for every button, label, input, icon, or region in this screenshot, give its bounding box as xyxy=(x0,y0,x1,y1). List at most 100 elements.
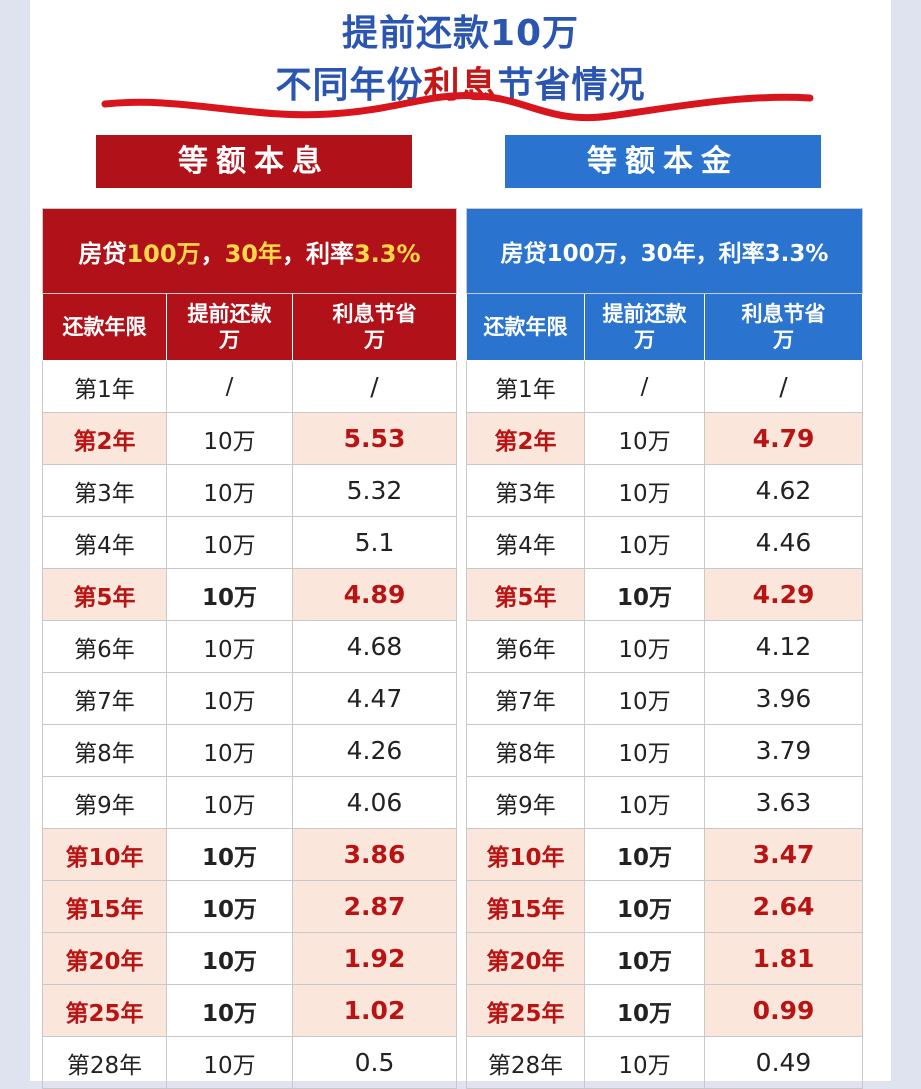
header-prepay: 提前还款万 xyxy=(166,293,293,361)
saving-cell: / xyxy=(703,360,864,413)
year-cell: 第1年 xyxy=(466,360,585,413)
year-cell: 第6年 xyxy=(466,620,585,673)
table-row: 第20年 10万 1.92 xyxy=(42,932,457,985)
year-cell: 第5年 xyxy=(42,568,167,621)
year-cell: 第4年 xyxy=(466,516,585,569)
prepay-cell: 10万 xyxy=(166,776,293,829)
table-header-row: 还款年限 提前还款万 利息节省万 xyxy=(42,293,457,361)
table-row: 第5年 10万 4.89 xyxy=(42,568,457,621)
saving-cell: 3.96 xyxy=(703,672,864,725)
tab-equal-installment: 等额本息 xyxy=(96,135,412,188)
year-cell: 第5年 xyxy=(466,568,585,621)
prepay-cell: 10万 xyxy=(584,568,705,621)
prepay-cell: 10万 xyxy=(166,880,293,933)
table-row: 第9年 10万 4.06 xyxy=(42,776,457,829)
prepay-cell: 10万 xyxy=(166,464,293,517)
prepay-cell: 10万 xyxy=(584,412,705,465)
subtitle-part-3: 节省情况 xyxy=(497,65,646,106)
year-cell: 第3年 xyxy=(42,464,167,517)
year-cell: 第3年 xyxy=(466,464,585,517)
table-header-row: 还款年限 提前还款万 利息节省万 xyxy=(466,293,864,361)
page-subtitle: 不同年份利息节省情况 xyxy=(30,56,891,108)
table-row: 第15年 10万 2.64 xyxy=(466,880,864,933)
table-row: 第7年 10万 3.96 xyxy=(466,672,864,725)
year-cell: 第20年 xyxy=(42,932,167,985)
saving-cell: 4.47 xyxy=(292,672,457,725)
table-row: 第28年 10万 0.49 xyxy=(466,1036,864,1089)
year-cell: 第28年 xyxy=(466,1036,585,1089)
year-cell: 第4年 xyxy=(42,516,167,569)
year-cell: 第7年 xyxy=(42,672,167,725)
prepay-cell: 10万 xyxy=(584,828,705,881)
saving-cell: 2.87 xyxy=(292,880,457,933)
table-row: 第1年 / / xyxy=(466,360,864,413)
table-row: 第4年 10万 4.46 xyxy=(466,516,864,569)
year-cell: 第25年 xyxy=(466,984,585,1037)
prepay-cell: 10万 xyxy=(166,412,293,465)
saving-cell: 4.89 xyxy=(292,568,457,621)
prepay-cell: 10万 xyxy=(584,516,705,569)
prepay-cell: 10万 xyxy=(166,932,293,985)
saving-cell: / xyxy=(292,360,457,413)
saving-cell: 4.06 xyxy=(292,776,457,829)
year-cell: 第10年 xyxy=(466,828,585,881)
prepay-cell: 10万 xyxy=(584,672,705,725)
table-row: 第2年 10万 5.53 xyxy=(42,412,457,465)
prepay-cell: 10万 xyxy=(166,672,293,725)
year-cell: 第8年 xyxy=(42,724,167,777)
saving-cell: 4.46 xyxy=(703,516,864,569)
year-cell: 第9年 xyxy=(42,776,167,829)
prepay-cell: 10万 xyxy=(584,776,705,829)
prepay-cell: 10万 xyxy=(584,464,705,517)
saving-cell: 1.81 xyxy=(703,932,864,985)
prepay-cell: 10万 xyxy=(584,932,705,985)
year-cell: 第2年 xyxy=(466,412,585,465)
table-caption-row: 房贷100万，30年，利率3.3% xyxy=(42,208,457,294)
saving-cell: 2.64 xyxy=(703,880,864,933)
saving-cell: 4.12 xyxy=(703,620,864,673)
table-row: 第10年 10万 3.86 xyxy=(42,828,457,881)
saving-cell: 4.26 xyxy=(292,724,457,777)
prepay-cell: 10万 xyxy=(166,568,293,621)
year-cell: 第10年 xyxy=(42,828,167,881)
loan-caption: 房贷100万，30年，利率3.3% xyxy=(42,208,457,294)
loan-caption: 房贷100万，30年，利率3.3% xyxy=(465,208,864,294)
infographic-page: 提前还款10万 不同年份利息节省情况 等额本息 等额本金 房贷100万，30年，… xyxy=(30,0,891,1089)
subtitle-part-1: 不同年份 xyxy=(275,65,424,106)
year-cell: 第6年 xyxy=(42,620,167,673)
saving-cell: 5.32 xyxy=(292,464,457,517)
table-row: 第4年 10万 5.1 xyxy=(42,516,457,569)
year-cell: 第15年 xyxy=(466,880,585,933)
table-row: 第6年 10万 4.12 xyxy=(466,620,864,673)
year-cell: 第7年 xyxy=(466,672,585,725)
prepay-cell: 10万 xyxy=(166,984,293,1037)
year-cell: 第8年 xyxy=(466,724,585,777)
saving-cell: 0.99 xyxy=(703,984,864,1037)
year-cell: 第20年 xyxy=(466,932,585,985)
saving-cell: 3.79 xyxy=(703,724,864,777)
table-row: 第8年 10万 3.79 xyxy=(466,724,864,777)
prepay-cell: 10万 xyxy=(584,724,705,777)
equal-principal-table: 房贷100万，30年，利率3.3% 还款年限 提前还款万 利息节省万 第1年 / /… xyxy=(465,208,864,1089)
year-cell: 第2年 xyxy=(42,412,167,465)
prepay-cell: / xyxy=(166,360,293,413)
table-row: 第15年 10万 2.87 xyxy=(42,880,457,933)
prepay-cell: / xyxy=(584,360,705,413)
prepay-cell: 10万 xyxy=(166,516,293,569)
prepay-cell: 10万 xyxy=(166,620,293,673)
saving-cell: 4.68 xyxy=(292,620,457,673)
saving-cell: 1.92 xyxy=(292,932,457,985)
prepay-cell: 10万 xyxy=(584,880,705,933)
page-title: 提前还款10万 xyxy=(341,13,580,54)
saving-cell: 3.47 xyxy=(703,828,864,881)
tab-equal-principal: 等额本金 xyxy=(505,135,821,188)
table-row: 第2年 10万 4.79 xyxy=(466,412,864,465)
header-saving: 利息节省万 xyxy=(703,293,864,361)
table-row: 第9年 10万 3.63 xyxy=(466,776,864,829)
table-row: 第8年 10万 4.26 xyxy=(42,724,457,777)
table-row: 第25年 10万 1.02 xyxy=(42,984,457,1037)
saving-cell: 5.53 xyxy=(292,412,457,465)
table-row: 第3年 10万 5.32 xyxy=(42,464,457,517)
header-saving: 利息节省万 xyxy=(292,293,457,361)
table-caption-row: 房贷100万，30年，利率3.3% xyxy=(465,208,864,294)
